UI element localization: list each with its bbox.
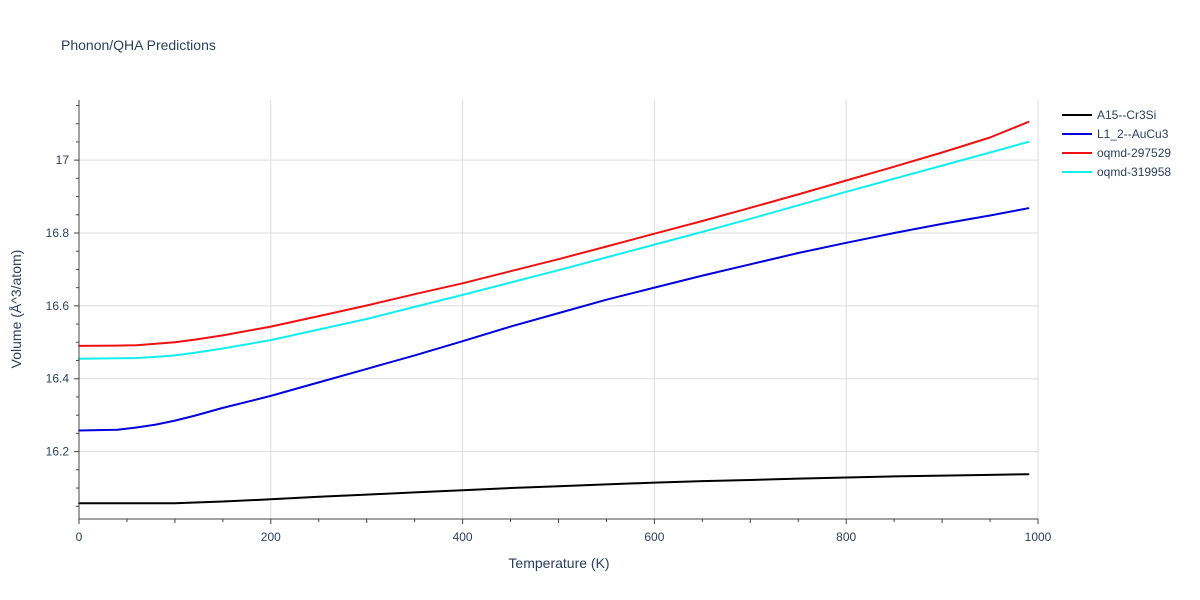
- legend-item-oqmd-297529[interactable]: oqmd-297529: [1062, 146, 1171, 160]
- grid-lines: [79, 100, 1039, 519]
- y-tick-label: 17: [56, 153, 70, 167]
- series-line-oqmd-319958: [78, 140, 1030, 360]
- series-layer: [78, 120, 1030, 505]
- axes: [74, 100, 1039, 524]
- x-tick-label: 600: [644, 530, 664, 544]
- legend[interactable]: A15--Cr3Si L1_2--AuCu3 oqmd-297529 oqmd-319…: [1062, 108, 1171, 179]
- legend-item-oqmd-319958[interactable]: oqmd-319958: [1062, 165, 1171, 179]
- legend-item-A15--Cr3Si[interactable]: A15--Cr3Si: [1062, 108, 1156, 122]
- x-tick-label: 200: [261, 530, 281, 544]
- legend-label: L1_2--AuCu3: [1097, 127, 1169, 141]
- x-tick-label: 800: [836, 530, 856, 544]
- y-axis-title: Volume (Å^3/atom): [8, 250, 24, 369]
- y-tick-label: 16.2: [46, 445, 70, 459]
- y-tick-labels: 16.2 16.4 16.6 16.8 17: [46, 153, 70, 458]
- y-tick-label: 16.6: [46, 299, 70, 313]
- chart-title: Phonon/QHA Predictions: [61, 37, 216, 53]
- y-tick-label: 16.4: [46, 372, 70, 386]
- legend-label: A15--Cr3Si: [1097, 108, 1156, 122]
- legend-label: oqmd-297529: [1097, 146, 1171, 160]
- x-axis-title: Temperature (K): [508, 555, 609, 571]
- x-tick-label: 400: [453, 530, 473, 544]
- y-tick-label: 16.8: [46, 226, 70, 240]
- series-line-oqmd-297529: [78, 120, 1030, 347]
- series-line-A15--Cr3Si: [78, 473, 1030, 505]
- legend-item-L1_2--AuCu3[interactable]: L1_2--AuCu3: [1062, 127, 1169, 141]
- series-line-L1_2--AuCu3: [78, 207, 1030, 432]
- legend-label: oqmd-319958: [1097, 165, 1171, 179]
- x-tick-label: 1000: [1025, 530, 1052, 544]
- x-tick-label: 0: [76, 530, 83, 544]
- x-tick-labels: 0 200 400 600 800 1000: [76, 530, 1052, 544]
